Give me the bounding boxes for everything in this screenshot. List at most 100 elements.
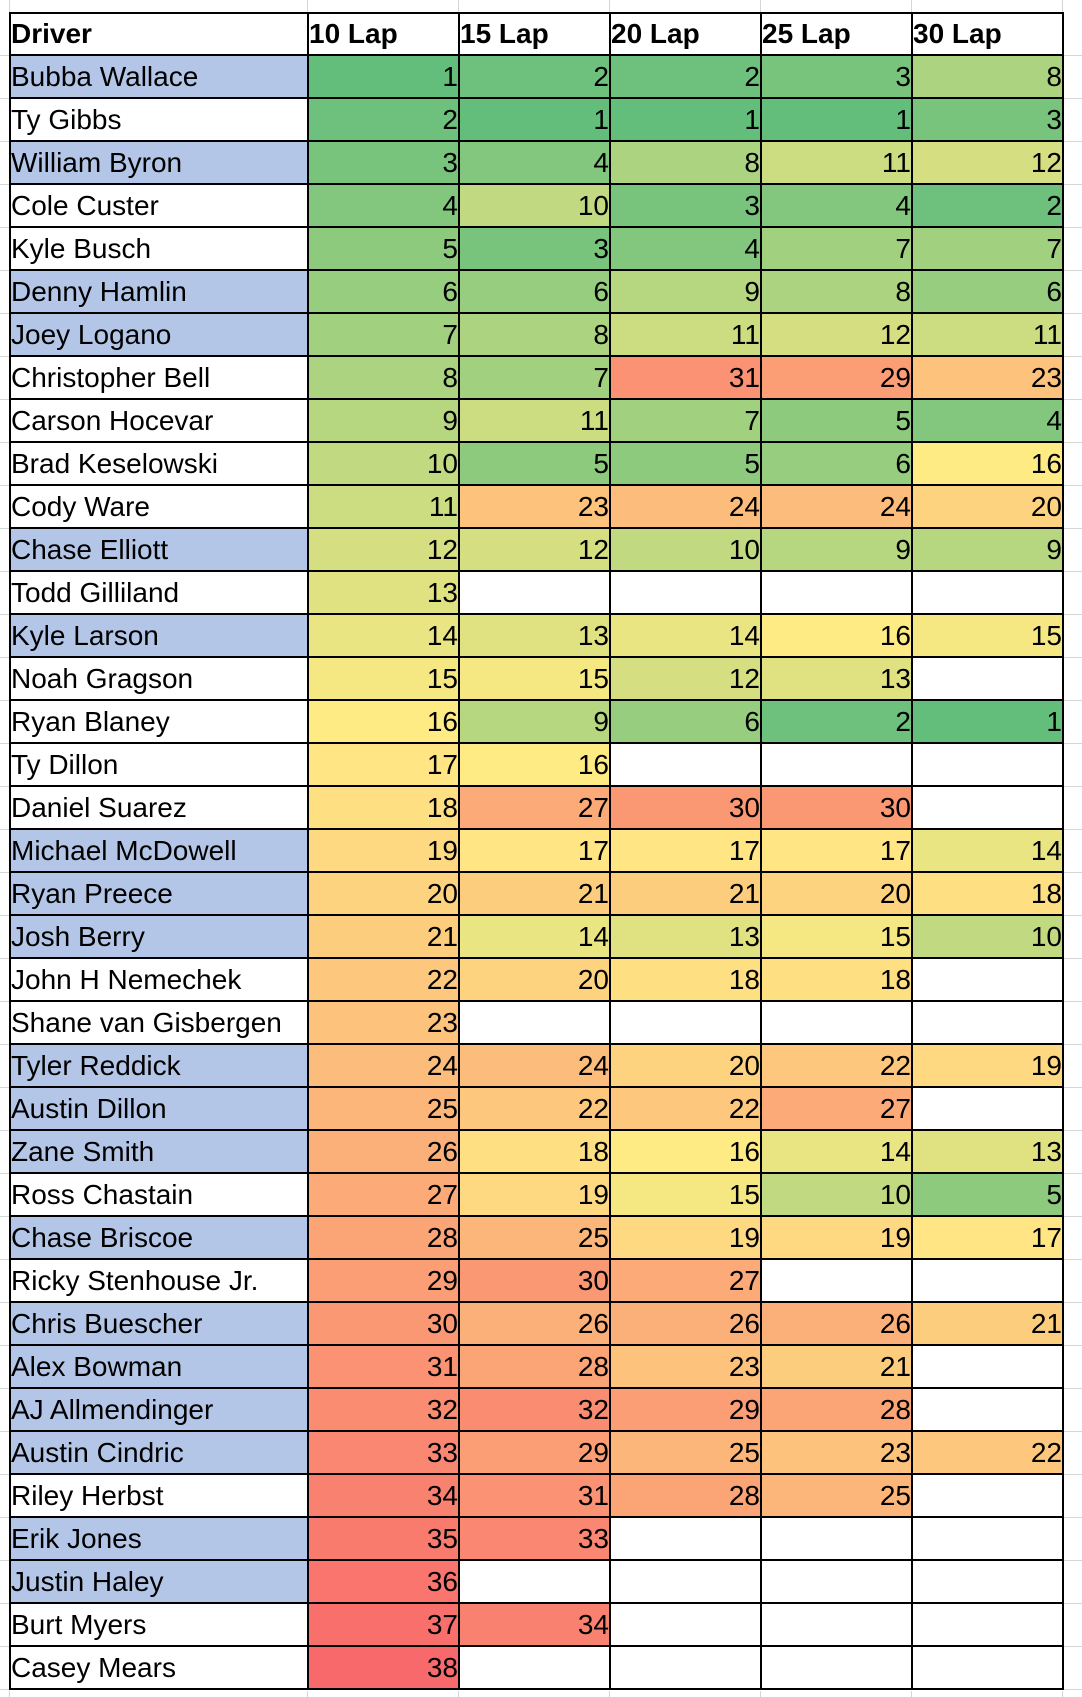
lap-avg-cell[interactable] <box>609 1000 762 1045</box>
lap-avg-cell[interactable] <box>911 1258 1064 1303</box>
lap-avg-cell[interactable]: 32 <box>458 1387 611 1432</box>
lap-avg-cell[interactable]: 12 <box>911 140 1064 185</box>
lap-avg-cell[interactable]: 3 <box>307 140 460 185</box>
lap-avg-cell[interactable]: 19 <box>458 1172 611 1217</box>
lap-avg-cell[interactable]: 34 <box>458 1602 611 1647</box>
lap-avg-cell[interactable] <box>911 1473 1064 1518</box>
lap-avg-cell[interactable]: 26 <box>307 1129 460 1174</box>
header-cell-10lap[interactable]: 10 Lap <box>307 12 460 56</box>
lap-avg-cell[interactable]: 9 <box>307 398 460 443</box>
lap-avg-cell[interactable]: 27 <box>760 1086 913 1131</box>
lap-avg-cell[interactable]: 20 <box>609 1043 762 1088</box>
lap-avg-cell[interactable] <box>458 1000 611 1045</box>
lap-avg-cell[interactable]: 23 <box>458 484 611 529</box>
lap-avg-cell[interactable]: 11 <box>760 140 913 185</box>
driver-name-cell[interactable]: Ross Chastain <box>9 1172 309 1217</box>
lap-avg-cell[interactable]: 38 <box>307 1645 460 1690</box>
lap-avg-cell[interactable]: 28 <box>760 1387 913 1432</box>
lap-avg-cell[interactable]: 22 <box>911 1430 1064 1475</box>
lap-avg-cell[interactable]: 23 <box>760 1430 913 1475</box>
lap-avg-cell[interactable]: 10 <box>609 527 762 572</box>
lap-avg-cell[interactable]: 22 <box>458 1086 611 1131</box>
lap-avg-cell[interactable]: 26 <box>458 1301 611 1346</box>
lap-avg-cell[interactable]: 9 <box>458 699 611 744</box>
header-cell-15lap[interactable]: 15 Lap <box>458 12 611 56</box>
lap-avg-cell[interactable]: 6 <box>307 269 460 314</box>
driver-name-cell[interactable]: Chase Elliott <box>9 527 309 572</box>
lap-avg-cell[interactable]: 21 <box>911 1301 1064 1346</box>
lap-avg-cell[interactable]: 18 <box>911 871 1064 916</box>
lap-avg-cell[interactable]: 8 <box>307 355 460 400</box>
driver-name-cell[interactable]: Justin Haley <box>9 1559 309 1604</box>
driver-name-cell[interactable]: Shane van Gisbergen <box>9 1000 309 1045</box>
lap-avg-cell[interactable]: 29 <box>760 355 913 400</box>
lap-avg-cell[interactable] <box>760 1000 913 1045</box>
driver-name-cell[interactable]: Riley Herbst <box>9 1473 309 1518</box>
lap-avg-cell[interactable]: 16 <box>609 1129 762 1174</box>
lap-avg-cell[interactable]: 19 <box>609 1215 762 1260</box>
driver-name-cell[interactable]: Burt Myers <box>9 1602 309 1647</box>
lap-avg-cell[interactable] <box>458 1559 611 1604</box>
lap-avg-cell[interactable] <box>911 1645 1064 1690</box>
driver-name-cell[interactable]: Tyler Reddick <box>9 1043 309 1088</box>
driver-name-cell[interactable]: Bubba Wallace <box>9 54 309 99</box>
lap-avg-cell[interactable] <box>760 1516 913 1561</box>
lap-avg-cell[interactable] <box>911 742 1064 787</box>
lap-avg-cell[interactable]: 22 <box>307 957 460 1002</box>
lap-avg-cell[interactable]: 12 <box>458 527 611 572</box>
lap-avg-cell[interactable]: 15 <box>458 656 611 701</box>
header-cell-30lap[interactable]: 30 Lap <box>911 12 1064 56</box>
lap-avg-cell[interactable]: 21 <box>760 1344 913 1389</box>
lap-avg-cell[interactable]: 29 <box>458 1430 611 1475</box>
lap-avg-cell[interactable]: 24 <box>609 484 762 529</box>
lap-avg-cell[interactable] <box>458 570 611 615</box>
lap-avg-cell[interactable]: 11 <box>609 312 762 357</box>
lap-avg-cell[interactable]: 25 <box>458 1215 611 1260</box>
lap-avg-cell[interactable]: 7 <box>609 398 762 443</box>
driver-name-cell[interactable]: Todd Gilliland <box>9 570 309 615</box>
driver-name-cell[interactable]: Erik Jones <box>9 1516 309 1561</box>
driver-name-cell[interactable]: Cody Ware <box>9 484 309 529</box>
lap-avg-cell[interactable]: 14 <box>307 613 460 658</box>
lap-avg-cell[interactable]: 5 <box>760 398 913 443</box>
lap-avg-cell[interactable] <box>609 1645 762 1690</box>
lap-avg-cell[interactable]: 20 <box>760 871 913 916</box>
lap-avg-cell[interactable]: 25 <box>760 1473 913 1518</box>
driver-name-cell[interactable]: John H Nemechek <box>9 957 309 1002</box>
lap-avg-cell[interactable]: 7 <box>307 312 460 357</box>
lap-avg-cell[interactable]: 13 <box>609 914 762 959</box>
lap-avg-cell[interactable]: 2 <box>307 97 460 142</box>
lap-avg-cell[interactable]: 6 <box>760 441 913 486</box>
lap-avg-cell[interactable]: 25 <box>609 1430 762 1475</box>
lap-avg-cell[interactable]: 21 <box>458 871 611 916</box>
driver-name-cell[interactable]: Christopher Bell <box>9 355 309 400</box>
lap-avg-cell[interactable]: 22 <box>760 1043 913 1088</box>
driver-name-cell[interactable]: Kyle Larson <box>9 613 309 658</box>
lap-avg-cell[interactable]: 33 <box>307 1430 460 1475</box>
lap-avg-cell[interactable]: 27 <box>609 1258 762 1303</box>
lap-avg-cell[interactable]: 4 <box>458 140 611 185</box>
lap-avg-cell[interactable] <box>760 742 913 787</box>
lap-avg-cell[interactable]: 9 <box>911 527 1064 572</box>
lap-avg-cell[interactable]: 30 <box>307 1301 460 1346</box>
driver-name-cell[interactable]: Kyle Busch <box>9 226 309 271</box>
lap-avg-cell[interactable]: 32 <box>307 1387 460 1432</box>
lap-avg-cell[interactable]: 3 <box>760 54 913 99</box>
lap-avg-cell[interactable]: 24 <box>760 484 913 529</box>
lap-avg-cell[interactable]: 16 <box>458 742 611 787</box>
lap-avg-cell[interactable]: 30 <box>458 1258 611 1303</box>
header-cell-20lap[interactable]: 20 Lap <box>609 12 762 56</box>
driver-name-cell[interactable]: Noah Gragson <box>9 656 309 701</box>
lap-avg-cell[interactable]: 11 <box>911 312 1064 357</box>
lap-avg-cell[interactable] <box>911 957 1064 1002</box>
lap-avg-cell[interactable]: 6 <box>911 269 1064 314</box>
lap-avg-cell[interactable]: 14 <box>911 828 1064 873</box>
lap-avg-cell[interactable] <box>760 570 913 615</box>
driver-name-cell[interactable]: Austin Dillon <box>9 1086 309 1131</box>
lap-avg-cell[interactable]: 8 <box>911 54 1064 99</box>
lap-avg-cell[interactable] <box>911 1344 1064 1389</box>
lap-avg-cell[interactable] <box>609 1516 762 1561</box>
lap-avg-cell[interactable]: 11 <box>458 398 611 443</box>
lap-avg-cell[interactable]: 16 <box>307 699 460 744</box>
lap-avg-cell[interactable]: 10 <box>307 441 460 486</box>
